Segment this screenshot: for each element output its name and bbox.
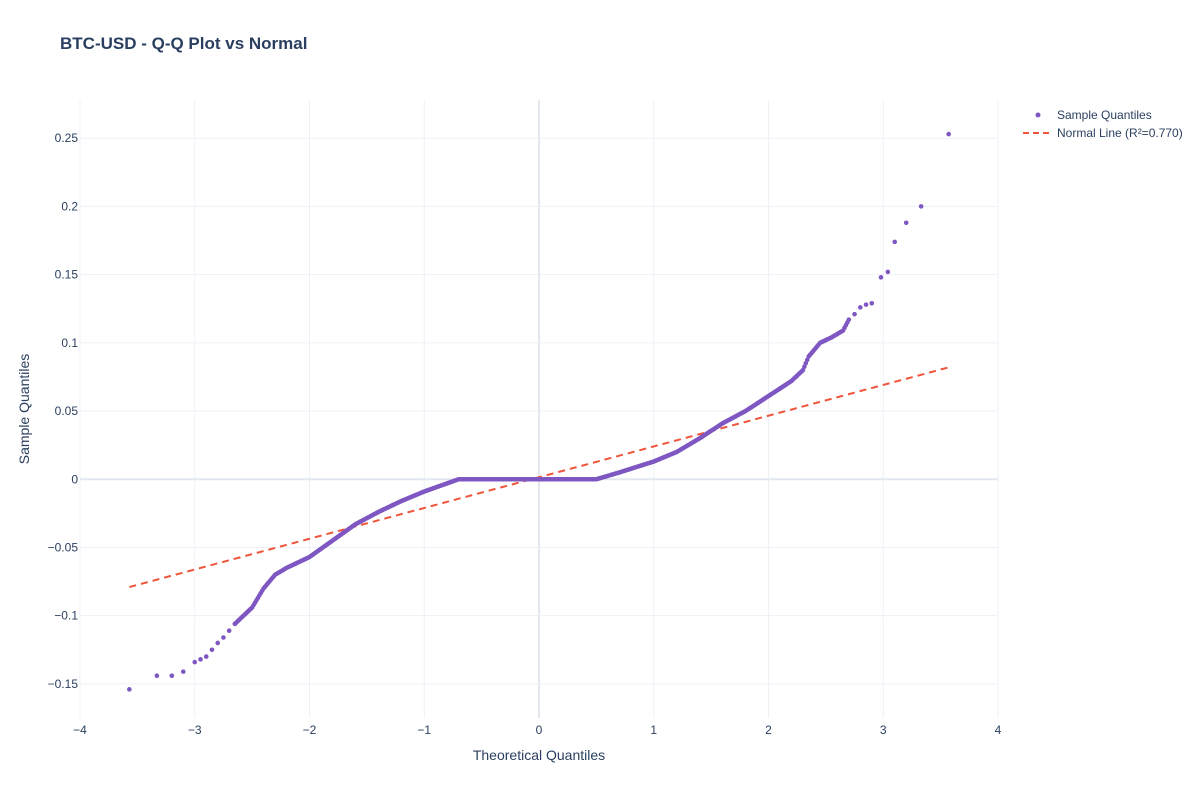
- x-tick-label: −3: [188, 723, 202, 737]
- sample-point: [863, 302, 869, 307]
- y-tick-label: 0.1: [61, 336, 78, 350]
- legend[interactable]: Sample Quantiles Normal Line (R²=0.770): [1023, 108, 1183, 140]
- sample-point: [180, 669, 186, 674]
- sample-point: [858, 305, 863, 310]
- sample-point: [192, 659, 198, 665]
- y-tick-label: −0.1: [54, 609, 78, 623]
- x-tick-label: 1: [650, 723, 657, 737]
- sample-point: [209, 647, 215, 653]
- sample-point: [232, 621, 238, 627]
- x-tick-label: 3: [880, 723, 887, 737]
- sample-point: [846, 317, 852, 322]
- y-tick-label: 0.15: [55, 268, 79, 282]
- sample-point: [215, 640, 220, 646]
- legend-marker-icon: [1035, 112, 1041, 118]
- sample-point: [852, 311, 857, 317]
- sample-point: [226, 628, 232, 633]
- sample-point: [892, 239, 898, 245]
- x-tick-label: −1: [417, 723, 431, 737]
- sample-point: [885, 269, 891, 275]
- x-tick-label: −2: [303, 723, 317, 737]
- sample-point: [878, 275, 884, 280]
- x-tick-label: 2: [765, 723, 772, 737]
- y-tick-label: 0.05: [55, 404, 79, 418]
- y-axis-ticks: −0.15 −0.1 −0.05 0 0.05 0.1 0.15 0.2 0.25: [48, 131, 79, 691]
- grid-lines: [79, 100, 999, 718]
- sample-point: [946, 131, 951, 137]
- legend-label-sample: Sample Quantiles: [1057, 108, 1152, 122]
- legend-item-sample-quantiles[interactable]: Sample Quantiles: [1035, 108, 1152, 122]
- y-tick-label: 0: [71, 472, 78, 486]
- sample-point: [869, 300, 875, 306]
- legend-item-normal-line[interactable]: Normal Line (R²=0.770): [1023, 126, 1183, 140]
- sample-point: [903, 220, 909, 226]
- sample-quantiles-series: [127, 131, 951, 692]
- sample-point: [169, 673, 175, 679]
- y-tick-label: −0.15: [48, 677, 79, 691]
- x-tick-label: −4: [73, 723, 87, 737]
- x-axis-ticks: −4 −3 −2 −1 0 1 2 3 4: [73, 723, 1002, 737]
- legend-label-normal: Normal Line (R²=0.770): [1057, 126, 1183, 140]
- sample-point: [221, 635, 226, 640]
- x-tick-label: 0: [536, 723, 543, 737]
- sample-point: [918, 204, 924, 209]
- y-tick-label: 0.2: [61, 199, 78, 213]
- x-axis-label: Theoretical Quantiles: [473, 747, 605, 763]
- y-tick-label: −0.05: [48, 540, 79, 554]
- y-axis-label: Sample Quantiles: [16, 354, 32, 465]
- sample-point: [198, 657, 203, 662]
- sample-point: [203, 654, 209, 659]
- y-tick-label: 0.25: [55, 131, 79, 145]
- sample-point: [154, 673, 160, 679]
- sample-point: [127, 687, 132, 692]
- chart-title: BTC-USD - Q-Q Plot vs Normal: [60, 34, 308, 53]
- x-tick-label: 4: [995, 723, 1002, 737]
